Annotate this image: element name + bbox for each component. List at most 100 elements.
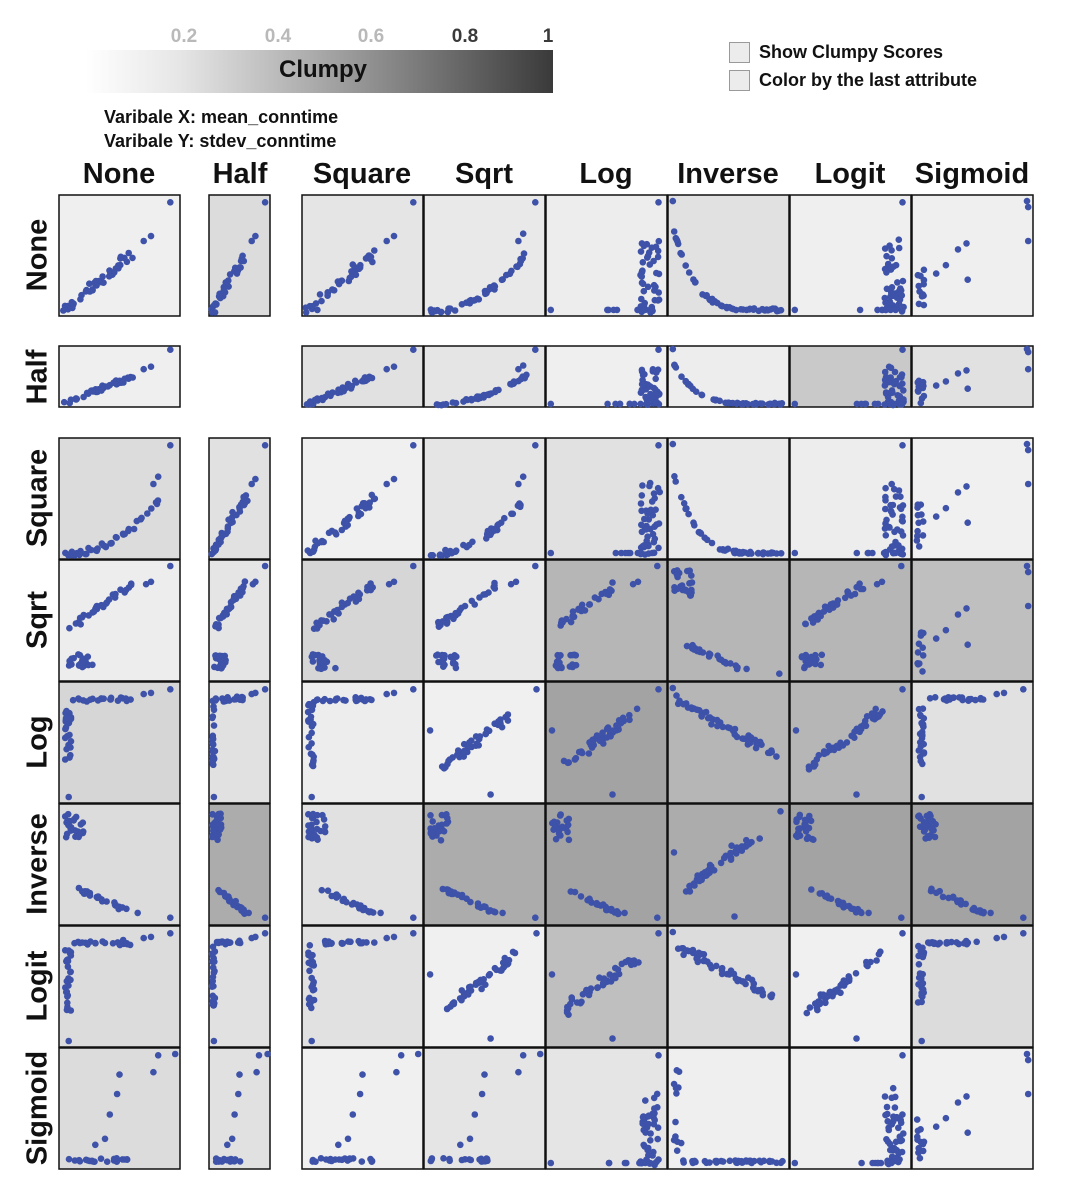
scatter-cell[interactable]: [911, 681, 1034, 804]
scatter-cell[interactable]: [58, 194, 181, 317]
color-last-option[interactable]: Color by the last attribute: [729, 70, 977, 91]
scatter-cell[interactable]: [545, 345, 668, 409]
scatter-cell[interactable]: [911, 1047, 1034, 1170]
data-point: [312, 537, 319, 545]
scatter-cell[interactable]: [58, 559, 181, 682]
data-point: [98, 385, 106, 393]
scatter-cell[interactable]: [789, 194, 912, 317]
data-point: [621, 909, 628, 917]
data-point: [887, 1146, 894, 1154]
scatter-cell[interactable]: [58, 345, 181, 408]
data-point: [882, 493, 889, 501]
data-point: [317, 1155, 325, 1162]
data-point: [80, 393, 87, 401]
scatter-cell[interactable]: [667, 559, 790, 682]
scatter-cell[interactable]: [545, 681, 668, 804]
data-point: [713, 716, 721, 724]
data-point: [474, 900, 482, 907]
scatter-cell[interactable]: [423, 437, 546, 560]
scatter-cell[interactable]: [545, 1047, 668, 1170]
scatter-cell[interactable]: [423, 803, 546, 926]
scatter-cell[interactable]: [208, 681, 271, 804]
scatter-cell[interactable]: [301, 345, 424, 408]
data-point: [639, 280, 647, 288]
data-point: [932, 513, 940, 520]
scatter-cell[interactable]: [911, 437, 1034, 560]
scatter-cell[interactable]: [545, 194, 668, 317]
scatter-cell[interactable]: [545, 437, 668, 560]
scatter-cell[interactable]: [58, 1047, 181, 1170]
data-point: [942, 261, 950, 269]
scatter-cell[interactable]: [911, 194, 1034, 317]
scatter-cell[interactable]: [667, 437, 790, 560]
scatter-cell[interactable]: [58, 925, 181, 1048]
data-point: [123, 1156, 131, 1163]
show-clumpy-checkbox[interactable]: [729, 42, 750, 63]
data-point: [1024, 365, 1032, 373]
data-point: [507, 580, 515, 588]
scatter-cell[interactable]: [789, 345, 912, 409]
scatter-cell[interactable]: [667, 803, 790, 926]
data-point: [454, 891, 462, 898]
scatter-cell[interactable]: [423, 1047, 546, 1170]
scatter-cell[interactable]: [545, 559, 668, 682]
scatter-cell[interactable]: [208, 1047, 271, 1170]
show-clumpy-option[interactable]: Show Clumpy Scores: [729, 42, 943, 63]
scatter-cell[interactable]: [789, 681, 912, 804]
scatter-cell[interactable]: [789, 1047, 912, 1170]
scatter-cell[interactable]: [911, 345, 1034, 408]
scatter-cell[interactable]: [545, 925, 668, 1048]
scatter-cell[interactable]: [423, 345, 546, 409]
data-point: [671, 361, 678, 369]
data-point: [881, 401, 888, 408]
data-point: [713, 1159, 720, 1166]
data-point: [548, 971, 556, 978]
scatter-cell[interactable]: [423, 194, 546, 317]
data-point: [928, 825, 935, 833]
scatter-cell[interactable]: [423, 681, 546, 804]
scatter-cell[interactable]: [58, 437, 181, 560]
scatter-cell[interactable]: [545, 803, 668, 926]
scatter-cell[interactable]: [423, 925, 546, 1048]
scatter-cell[interactable]: [208, 925, 271, 1048]
scatter-cell[interactable]: [789, 803, 912, 926]
scatter-cell[interactable]: [301, 681, 424, 804]
scatter-cell[interactable]: [208, 194, 271, 317]
data-point: [106, 1111, 114, 1118]
data-point: [232, 897, 239, 905]
scatter-cell[interactable]: [667, 194, 790, 317]
data-point: [779, 1157, 786, 1165]
data-point: [618, 960, 626, 968]
variable-y-label: Varibale Y: stdev_conntime: [104, 131, 337, 151]
scatter-cell[interactable]: [208, 437, 271, 560]
scatter-cell[interactable]: [789, 559, 912, 682]
scatter-cell[interactable]: [667, 345, 790, 408]
scatter-cell[interactable]: [301, 559, 424, 682]
data-point: [555, 653, 563, 661]
scatter-cell[interactable]: [423, 559, 546, 682]
scatter-cell[interactable]: [667, 1047, 790, 1170]
scatter-cell[interactable]: [301, 803, 424, 926]
data-point: [111, 594, 119, 601]
data-point: [65, 947, 73, 954]
scatter-cell[interactable]: [911, 559, 1034, 682]
scatter-cell[interactable]: [208, 559, 271, 682]
scatter-cell[interactable]: [301, 925, 424, 1048]
scatter-cell[interactable]: [301, 1047, 424, 1170]
scatter-cell[interactable]: [58, 803, 181, 926]
scatter-cell[interactable]: [911, 925, 1034, 1048]
data-point: [353, 505, 361, 512]
scatter-cell[interactable]: [301, 437, 424, 560]
data-point: [208, 1000, 216, 1007]
data-point: [926, 695, 934, 702]
data-point: [110, 379, 117, 387]
scatter-cell[interactable]: [208, 803, 271, 926]
scatter-cell[interactable]: [911, 803, 1034, 926]
scatter-cell[interactable]: [667, 681, 790, 804]
scatter-cell[interactable]: [789, 437, 912, 560]
scatter-cell[interactable]: [301, 194, 424, 317]
scatter-cell[interactable]: [789, 925, 912, 1048]
scatter-cell[interactable]: [58, 681, 181, 804]
color-last-checkbox[interactable]: [729, 70, 750, 91]
scatter-cell[interactable]: [667, 925, 790, 1048]
